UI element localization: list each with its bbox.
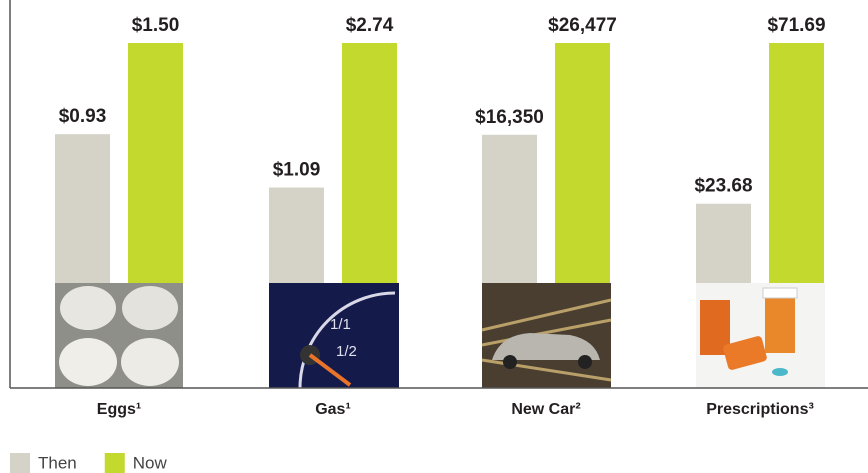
svg-text:1/1: 1/1 [330, 316, 351, 333]
x-tick-label: New Car² [511, 401, 580, 418]
bar [555, 43, 610, 283]
value-label: $16,350 [475, 107, 544, 128]
photo-eggs [55, 283, 183, 388]
value-label: $0.93 [59, 106, 107, 127]
bar [482, 135, 537, 283]
bar [696, 204, 751, 283]
legend-label: Now [133, 453, 168, 472]
bar [55, 134, 110, 283]
value-label: $71.69 [767, 15, 825, 36]
x-tick-label: Prescriptions³ [706, 401, 814, 418]
svg-text:1/2: 1/2 [336, 343, 357, 360]
value-label: $23.68 [694, 176, 752, 197]
bar [769, 43, 824, 283]
chart: 1/1 1/2 $0.93 $1.50 Eggs¹ $1.09 $2.74 Gas¹ $16… [0, 0, 868, 473]
photo-car [482, 283, 611, 388]
value-label: $1.50 [132, 15, 180, 36]
value-label: $26,477 [548, 15, 617, 36]
x-tick-label: Gas¹ [315, 401, 351, 418]
legend-swatch [105, 453, 125, 473]
photo-prescriptions [696, 283, 825, 388]
bar [342, 43, 397, 283]
legend-label: Then [38, 453, 77, 472]
x-tick-label: Eggs¹ [97, 401, 141, 418]
legend-swatch [10, 453, 30, 473]
bar [269, 188, 324, 283]
photos: 1/1 1/2 [55, 283, 825, 388]
bar [128, 43, 183, 283]
value-label: $1.09 [273, 160, 321, 181]
photo-gas: 1/1 1/2 [269, 283, 399, 388]
value-label: $2.74 [346, 15, 394, 36]
